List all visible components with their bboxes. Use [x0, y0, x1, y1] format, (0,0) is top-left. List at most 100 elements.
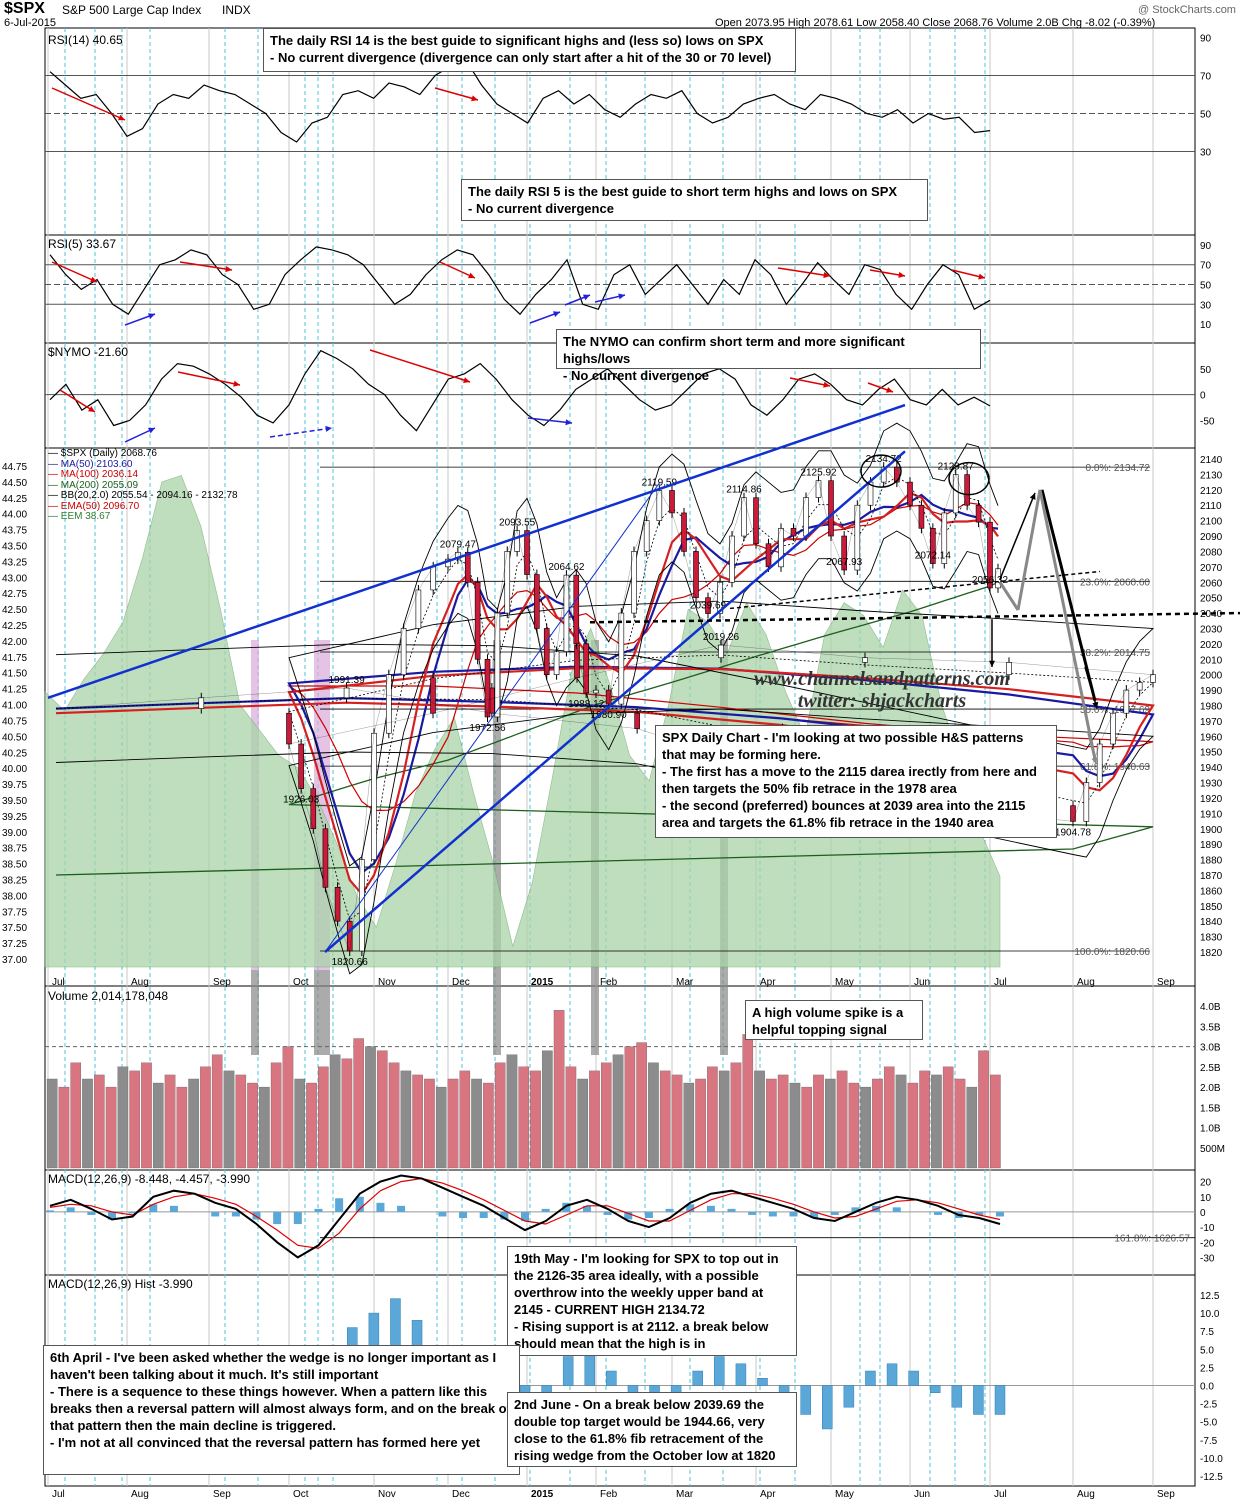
x-tick-label: May — [835, 977, 854, 988]
volume-bar — [883, 1066, 895, 1169]
divergence-arrow — [179, 261, 233, 271]
eem-tick: 40.50 — [2, 732, 27, 743]
candle-body — [634, 712, 640, 729]
price-legend: — $SPX (Daily) 2068.76— MA(50) 2103.60— … — [48, 448, 238, 523]
macd-hist-bar — [128, 1211, 137, 1214]
volume-bar — [730, 1062, 742, 1169]
header-name: S&P 500 Large Cap Index — [62, 3, 202, 17]
x-tick-label: Aug — [1077, 977, 1095, 988]
hist-bar — [951, 1385, 963, 1408]
eem-tick: 37.00 — [2, 955, 27, 966]
candle-body — [322, 828, 329, 888]
price-tick: 1930 — [1200, 779, 1223, 790]
macd-tick: 0 — [1200, 1208, 1206, 1219]
volume-tick: 500M — [1200, 1144, 1225, 1155]
divergence-arrowhead — [989, 660, 995, 667]
top-circle — [860, 454, 902, 488]
price-label: 2072.14 — [915, 551, 952, 562]
candle-body — [693, 551, 699, 598]
price-tick: 1940 — [1200, 763, 1223, 774]
volume-bar — [447, 1078, 459, 1169]
candle-body — [656, 490, 663, 521]
price-tick: 1920 — [1200, 794, 1223, 805]
hist-tick: -12.5 — [1200, 1472, 1223, 1483]
x-tick-label: 2015 — [531, 977, 554, 988]
hist-tick: -5.0 — [1200, 1418, 1218, 1429]
candle-body — [343, 687, 350, 699]
price-tick: 1950 — [1200, 748, 1223, 759]
price-tick: 2060 — [1200, 578, 1223, 589]
macd-hist-bar — [748, 1211, 757, 1215]
divergence-arrowhead — [325, 425, 332, 432]
candle-body — [298, 743, 304, 789]
fib-label: 100.0%: 1820.66 — [1074, 947, 1150, 958]
x-tick-label: Aug — [131, 1489, 149, 1500]
volume-bar — [931, 1074, 942, 1169]
hist-bar — [735, 1363, 747, 1386]
volume-bar — [141, 1062, 152, 1169]
spike-column — [251, 970, 259, 1055]
volume-bar — [494, 1062, 506, 1169]
divergence-arrowhead — [583, 294, 590, 301]
volume-bar — [777, 1074, 789, 1169]
rsi5-tick: 50 — [1200, 281, 1212, 292]
macd-hist-bar — [87, 1211, 96, 1215]
macd-hist-bar — [107, 1211, 116, 1220]
eem-tick: 39.50 — [2, 796, 27, 807]
candle-body — [430, 677, 436, 714]
divergence-arrow — [789, 377, 831, 387]
spike-column — [322, 970, 330, 1055]
volume-bar — [341, 1058, 353, 1169]
volume-bar — [329, 1054, 341, 1169]
volume-tick: 2.5B — [1200, 1063, 1221, 1074]
macd-hist-bar — [293, 1211, 302, 1225]
candle-body — [593, 689, 599, 694]
x-tick-label: Aug — [1077, 1489, 1095, 1500]
price-tick: 1980 — [1200, 702, 1223, 713]
x-tick-label: Nov — [378, 977, 396, 988]
hist-bar — [606, 1370, 617, 1386]
eem-tick: 38.25 — [2, 876, 27, 887]
macd-tick: -10 — [1200, 1223, 1215, 1234]
volume-bar — [636, 1042, 647, 1169]
price-tick: 2000 — [1200, 671, 1223, 682]
candle-body — [643, 520, 650, 552]
candle-body — [198, 697, 205, 709]
eem-tick: 37.75 — [2, 907, 27, 918]
volume-bar — [907, 1082, 919, 1169]
eem-tick: 43.00 — [2, 573, 27, 584]
macd-hist-bar — [438, 1211, 447, 1217]
note-may19-line2: - Rising support is at 2112. a break bel… — [514, 1319, 769, 1351]
macd-fib-label: 161.8%: 1626.57 — [1114, 1234, 1190, 1245]
macd-hist-bar — [789, 1211, 798, 1217]
legend-item: — MA(200) 2055.09 — [48, 479, 139, 491]
note-daily-line3: - the second (preferred) bounces at 2039… — [662, 798, 1026, 830]
rsi14-tick: 70 — [1200, 72, 1212, 83]
volume-bar — [152, 1082, 164, 1169]
macd-hist-bar — [335, 1198, 344, 1212]
hist-tick: 0.0 — [1200, 1382, 1214, 1393]
candle-body — [371, 732, 377, 860]
macd-hist-bar — [521, 1211, 529, 1222]
hist-tick: -7.5 — [1200, 1436, 1218, 1447]
legend-item: — BB(20,2.0) 2055.54 - 2094.16 - 2132.78 — [48, 490, 238, 501]
eem-tick: 39.00 — [2, 828, 27, 839]
x-tick-label: Sep — [1157, 977, 1175, 988]
header-date: 6-Jul-2015 — [4, 17, 56, 29]
macd-tick: 10 — [1200, 1193, 1212, 1204]
candle-body — [854, 504, 861, 571]
rsi5-tick: 10 — [1200, 320, 1212, 331]
divergence-arrow — [269, 427, 333, 438]
divergence-arrow — [999, 492, 1036, 580]
divergence-arrowhead — [471, 95, 478, 102]
candle-body — [753, 497, 759, 545]
divergence-arrowhead — [148, 427, 155, 434]
macd-hist-bar — [830, 1211, 839, 1215]
header-exchange: INDX — [222, 3, 251, 17]
divergence-arrowhead — [225, 266, 232, 273]
price-tick: 1960 — [1200, 732, 1223, 743]
note-daily-line2: - The first has a move to the 2115 darea… — [662, 764, 1037, 796]
candle-body — [415, 589, 422, 629]
candle-body — [815, 480, 822, 498]
